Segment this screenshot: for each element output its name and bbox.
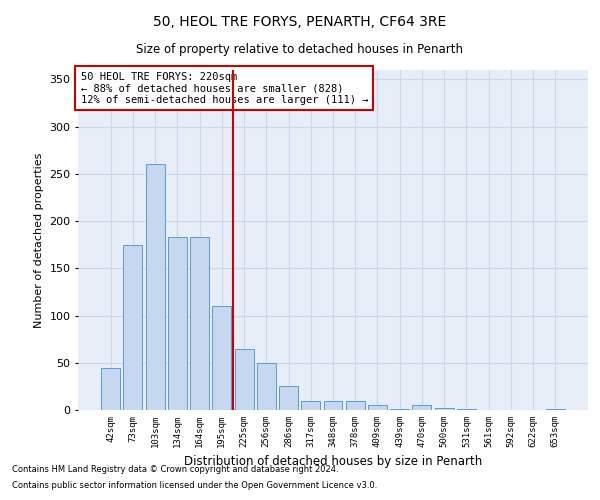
Bar xyxy=(190,237,209,410)
Text: 50, HEOL TRE FORYS, PENARTH, CF64 3RE: 50, HEOL TRE FORYS, PENARTH, CF64 3RE xyxy=(154,15,446,29)
Bar xyxy=(124,244,142,410)
Text: Size of property relative to detached houses in Penarth: Size of property relative to detached ho… xyxy=(137,42,464,56)
Bar xyxy=(457,409,476,410)
X-axis label: Distribution of detached houses by size in Penarth: Distribution of detached houses by size … xyxy=(184,456,482,468)
Bar xyxy=(390,409,409,410)
Bar xyxy=(212,306,231,410)
Text: Contains public sector information licensed under the Open Government Licence v3: Contains public sector information licen… xyxy=(12,480,377,490)
Bar xyxy=(235,348,254,410)
Bar xyxy=(168,237,187,410)
Bar xyxy=(279,386,298,410)
Text: 50 HEOL TRE FORYS: 220sqm
← 88% of detached houses are smaller (828)
12% of semi: 50 HEOL TRE FORYS: 220sqm ← 88% of detac… xyxy=(80,72,368,105)
Bar xyxy=(435,408,454,410)
Bar xyxy=(346,400,365,410)
Text: Contains HM Land Registry data © Crown copyright and database right 2024.: Contains HM Land Registry data © Crown c… xyxy=(12,466,338,474)
Bar xyxy=(101,368,120,410)
Bar xyxy=(368,406,387,410)
Bar xyxy=(301,400,320,410)
Bar xyxy=(412,406,431,410)
Bar xyxy=(146,164,164,410)
Bar xyxy=(257,363,276,410)
Bar xyxy=(546,409,565,410)
Bar xyxy=(323,400,343,410)
Y-axis label: Number of detached properties: Number of detached properties xyxy=(34,152,44,328)
